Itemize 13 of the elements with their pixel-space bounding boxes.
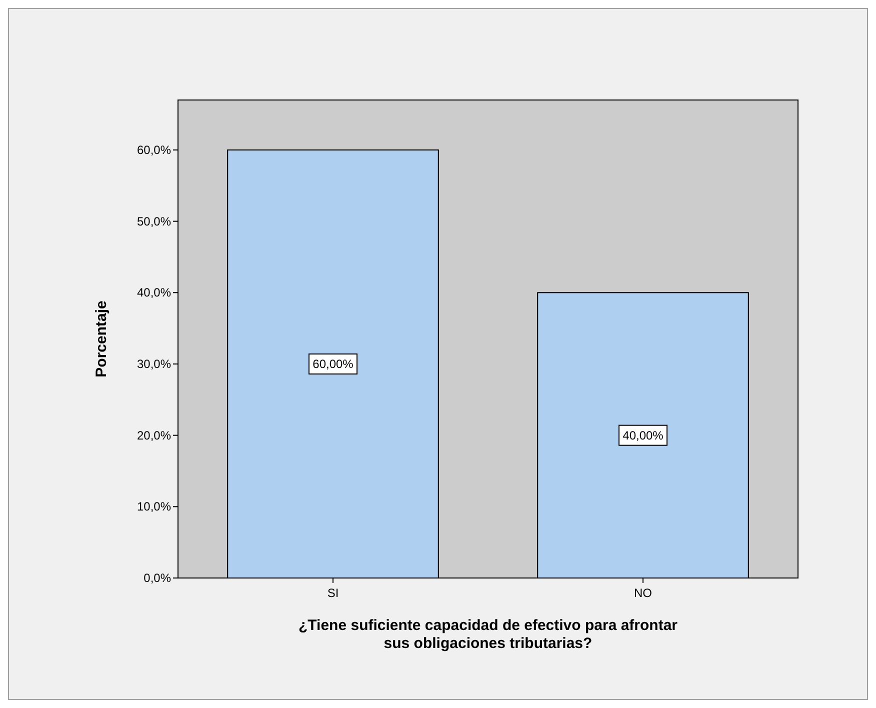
x-axis-title: ¿Tiene suficiente capacidad de efectivo para afrontar sus obligaciones tributarias?: [298, 617, 678, 652]
y-tick-label: 40,0%: [136, 286, 172, 300]
y-tick-label: 20,0%: [136, 428, 172, 442]
x-tick-label: SI: [327, 586, 339, 600]
x-tick-label: NO: [634, 586, 652, 600]
y-axis-title: Porcentaje: [93, 300, 110, 378]
y-tick-label: 50,0%: [136, 214, 172, 228]
y-tick-label: 60,0%: [136, 142, 172, 157]
y-tick-label: 0,0%: [144, 571, 172, 585]
y-tick-label: 10,0%: [136, 500, 172, 514]
y-tick-label: 30,0%: [136, 356, 172, 371]
data-label: 40,00%: [622, 428, 664, 442]
data-label: 60,00%: [312, 356, 354, 371]
